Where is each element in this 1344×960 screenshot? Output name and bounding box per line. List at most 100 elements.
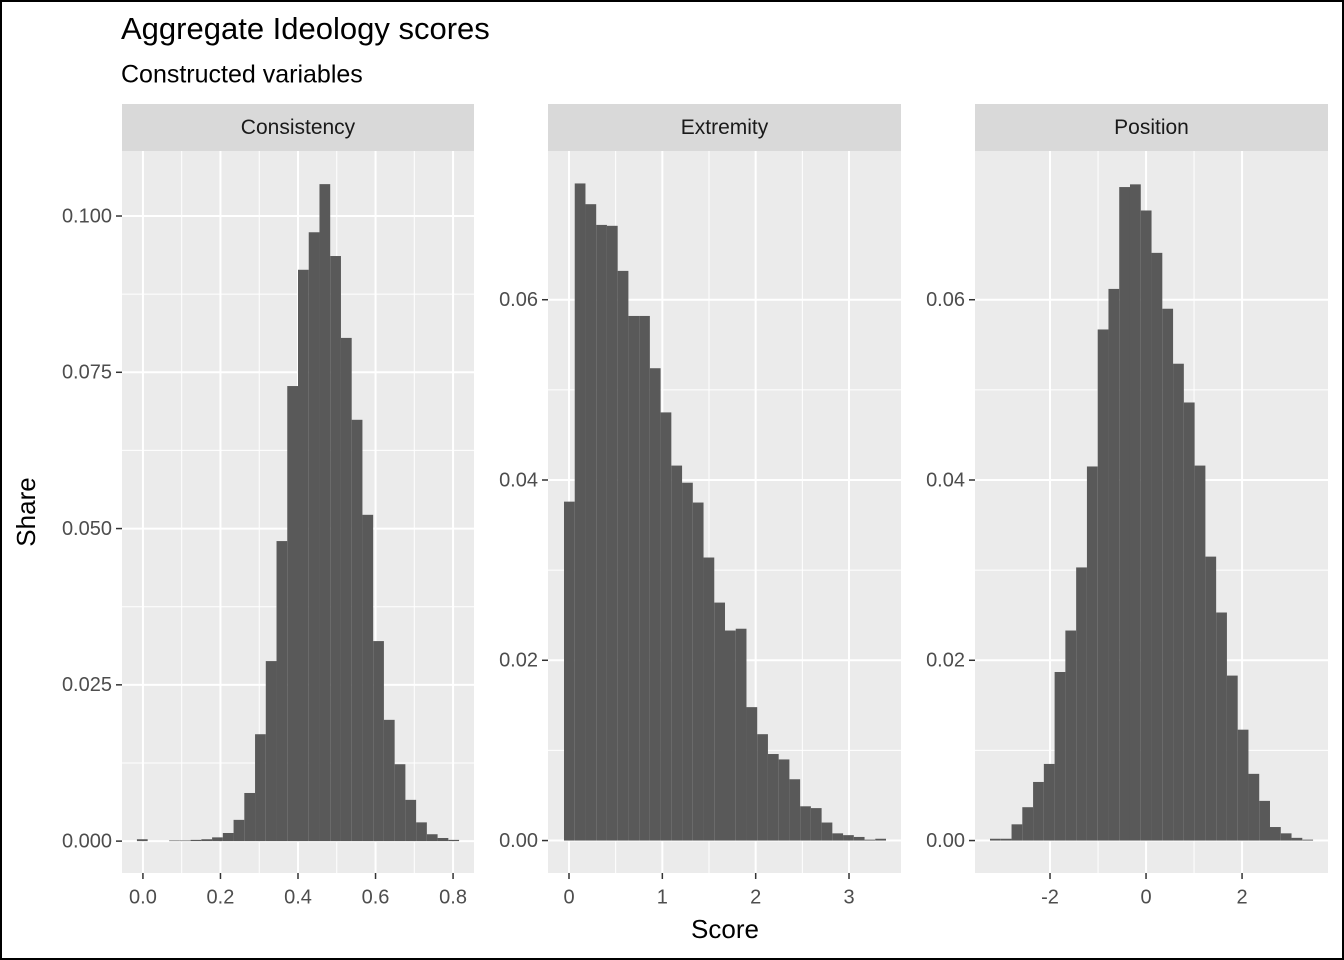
x-tick-label: 1 [657,886,668,908]
bar [1205,556,1217,841]
y-tick-label: 0.075 [62,362,112,384]
bar [1259,800,1270,841]
strip-background [548,104,901,151]
y-tick-label: 0.06 [499,289,538,311]
bar [714,602,726,841]
bar [671,465,683,841]
bar [1033,781,1044,841]
strip-label: Extremity [681,116,769,139]
bar [426,834,438,842]
bar [222,832,234,842]
y-tick-label: 0.100 [62,205,112,227]
bar [1291,837,1303,841]
bar [1108,288,1120,841]
bar [169,840,180,842]
bar [725,630,736,841]
bar [1173,363,1184,841]
x-axis-label: Score [691,914,759,944]
y-tick-label: 0.025 [62,674,112,696]
strip-background [122,104,474,151]
bar [405,799,417,842]
bar [319,184,331,842]
bar [585,204,597,841]
bar [617,270,629,841]
bar [1269,827,1281,841]
bar [276,541,288,842]
bar [1140,210,1152,841]
bar [340,337,352,842]
bar [1302,839,1314,841]
bar [735,628,747,841]
bar [351,419,363,842]
bar [639,315,650,841]
bar [800,806,811,841]
y-tick-label: 0.000 [62,830,112,852]
bar [437,837,449,842]
x-tick-label: 0.6 [362,886,390,908]
bar [1151,252,1163,841]
bar [448,839,460,842]
bar [330,256,341,842]
x-tick-label: 0 [563,886,574,908]
bar [692,502,704,841]
bar [362,514,374,842]
bar [1054,671,1066,841]
bar [1097,329,1109,841]
bar [201,839,213,842]
x-tick-label: 3 [843,886,854,908]
bar [563,501,575,841]
x-tick-label: 0.4 [284,886,312,908]
bar [1183,402,1195,841]
bar [853,836,865,841]
bar [179,840,191,842]
bar [1011,824,1023,841]
y-tick-label: 0.02 [499,650,538,672]
bar [649,368,661,841]
bar [233,819,245,842]
bar [1076,567,1087,841]
bar [660,412,672,841]
bar [1248,773,1260,841]
bar [190,839,202,842]
bar [821,822,833,841]
bar [1086,466,1098,841]
bar [789,779,801,841]
y-tick-label: 0.04 [926,469,965,491]
y-tick-label: 0.00 [499,830,538,852]
x-tick-label: 0.8 [439,886,467,908]
bar [1162,308,1174,841]
y-tick-label: 0.04 [499,469,538,491]
bar [383,719,395,842]
bar [1226,675,1238,841]
bar [255,734,266,842]
bar [1043,763,1055,841]
bar [875,838,887,841]
bar [843,835,854,841]
x-tick-label: -2 [1041,886,1059,908]
bar [287,386,298,842]
bar [682,482,693,841]
x-tick-label: 0.0 [129,886,157,908]
bar [810,808,822,841]
strip-label: Position [1114,116,1189,139]
bar [416,822,427,842]
bar [1000,838,1012,841]
bar [778,759,790,841]
bar [1237,729,1249,841]
chart-subtitle: Constructed variables [121,61,363,89]
bar [596,224,607,841]
y-tick-label: 0.06 [926,289,965,311]
bar [990,838,1001,841]
y-tick-label: 0.050 [62,518,112,540]
bar [212,837,223,842]
strip-label: Consistency [241,116,356,139]
bar [574,183,586,841]
bar [1194,465,1206,841]
x-tick-label: 2 [1236,886,1247,908]
bar [746,707,758,841]
bar [832,833,844,841]
bar [606,225,618,841]
bar [767,754,779,841]
y-axis-label: Share [11,477,41,546]
bar [1216,612,1227,841]
